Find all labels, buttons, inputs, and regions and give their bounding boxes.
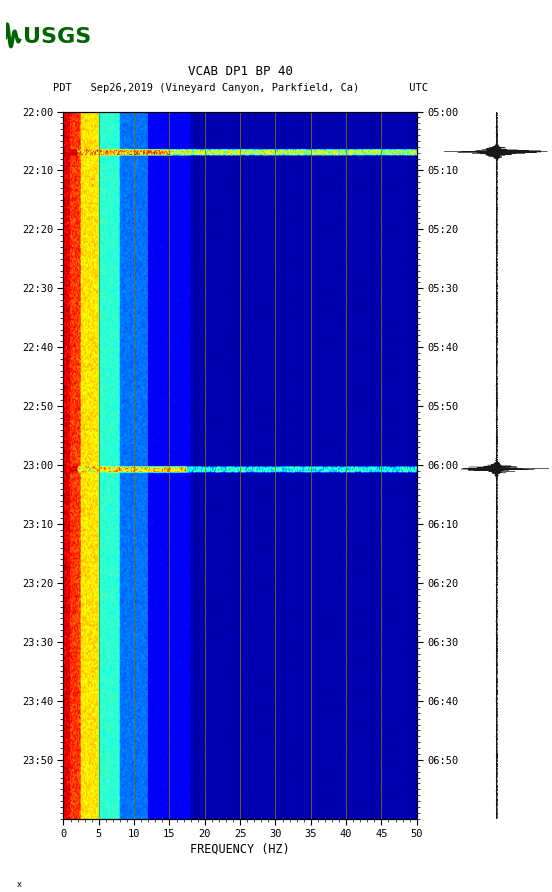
X-axis label: FREQUENCY (HZ): FREQUENCY (HZ) <box>190 842 290 855</box>
Text: x: x <box>17 880 22 888</box>
Text: VCAB DP1 BP 40: VCAB DP1 BP 40 <box>188 65 293 78</box>
Text: USGS: USGS <box>23 28 91 47</box>
Text: PDT   Sep26,2019 (Vineyard Canyon, Parkfield, Ca)        UTC: PDT Sep26,2019 (Vineyard Canyon, Parkfie… <box>52 83 428 93</box>
